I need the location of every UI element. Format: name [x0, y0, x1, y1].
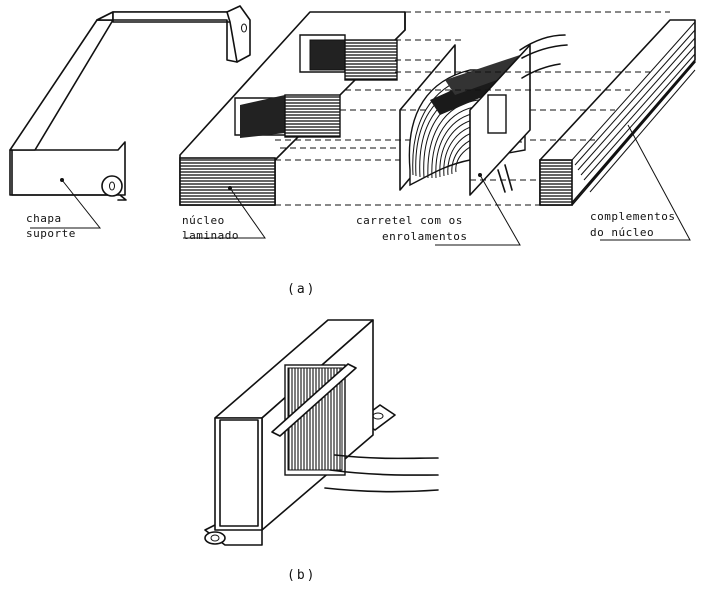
- mount-ear-icon: [101, 175, 123, 197]
- caption-b: (b): [287, 568, 317, 583]
- alignment-dashes: [275, 11, 670, 206]
- label-support-plate-line1: chapa: [26, 212, 62, 225]
- assembled-transformer: [204, 319, 439, 546]
- label-core-complement-line2: do núcleo: [590, 226, 655, 239]
- core-complement: [539, 19, 696, 206]
- label-support-plate-line2: suporte: [26, 227, 76, 240]
- support-plate: [9, 5, 251, 201]
- bobbin-windings: [399, 34, 568, 196]
- caption-a: (a): [287, 282, 317, 297]
- winding-lines: [412, 55, 525, 179]
- laminated-core: [179, 11, 406, 206]
- label-bobbin-line2: enrolamentos: [382, 230, 468, 243]
- label-laminated-core-line1: núcleo: [182, 214, 225, 227]
- label-core-complement-line1: complementos: [590, 210, 676, 223]
- leader-lines: [30, 124, 691, 246]
- label-bobbin-line1: carretel com os: [356, 214, 463, 227]
- label-laminated-core-line2: laminado: [182, 229, 239, 242]
